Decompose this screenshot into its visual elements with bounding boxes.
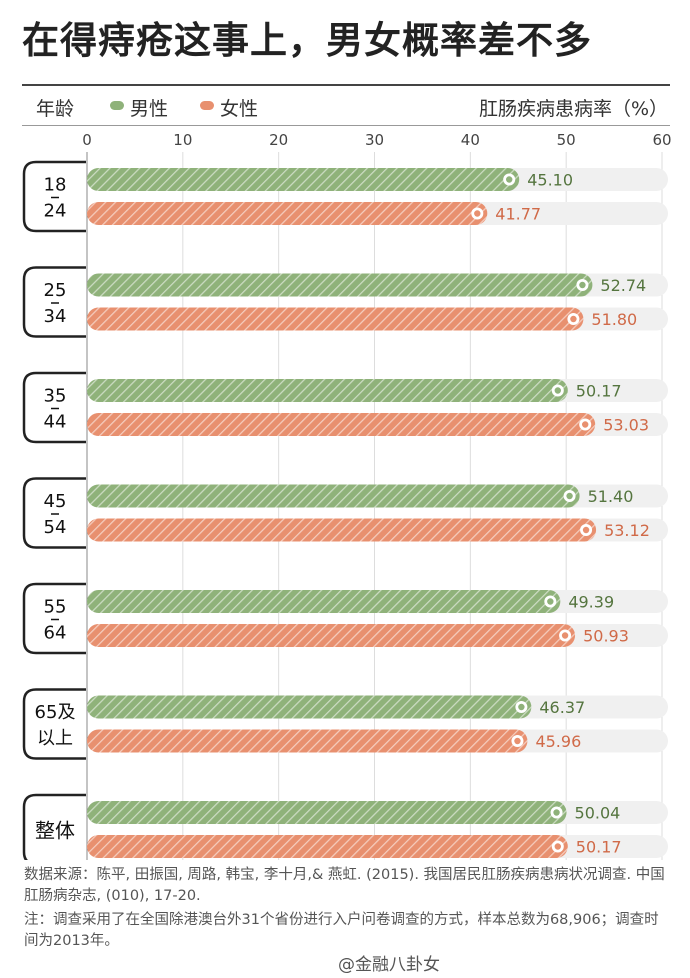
female-bar	[87, 624, 576, 647]
age-group-bracket	[22, 477, 86, 549]
age-group-bracket	[22, 371, 86, 444]
legend-female-swatch	[200, 101, 214, 110]
male-bar	[87, 801, 567, 824]
male-bar-end-dot-core	[579, 281, 586, 289]
female-bar-end-dot-core	[514, 737, 521, 745]
age-group-bracket	[22, 582, 86, 655]
x-tick-label: 0	[82, 131, 92, 149]
female-value-label: 51.80	[591, 310, 637, 329]
male-value-label: 52.74	[600, 276, 646, 295]
male-value-label: 45.10	[527, 171, 573, 190]
age-group-label: 24	[44, 201, 67, 222]
female-bar	[87, 518, 597, 542]
female-value-label: 50.93	[583, 627, 629, 646]
female-bar-end-dot-core	[582, 526, 590, 534]
female-value-label: 41.77	[495, 205, 541, 224]
male-value-label: 51.40	[588, 487, 634, 506]
female-value-label: 50.17	[576, 838, 622, 857]
female-bar	[87, 835, 568, 858]
age-group-label: 整体	[35, 819, 75, 843]
female-bar-end-dot-core	[582, 421, 589, 428]
age-group-label: 64	[44, 623, 67, 644]
legend-male-swatch	[110, 101, 124, 110]
age-group-bracket	[22, 160, 86, 233]
male-value-label: 50.04	[575, 804, 621, 823]
male-bar	[87, 273, 593, 297]
age-group-label: 65及	[35, 702, 76, 723]
male-bar-end-dot-core	[566, 492, 573, 500]
chart-title: 在得痔疮这事上，男女概率差不多	[22, 19, 592, 62]
male-bar-end-dot-core	[553, 809, 560, 816]
male-bar	[87, 695, 532, 719]
male-value-label: 46.37	[539, 698, 585, 717]
x-tick-label: 50	[557, 131, 576, 149]
female-bar	[87, 307, 584, 331]
x-tick-label: 10	[173, 131, 192, 149]
age-group-bracket	[22, 793, 86, 860]
female-value-label: 45.96	[535, 732, 581, 751]
female-bar-end-dot-core	[570, 315, 577, 323]
female-bar	[87, 413, 596, 436]
male-value-label: 50.17	[576, 382, 622, 401]
female-value-label: 53.03	[603, 416, 649, 435]
male-value-label: 49.39	[568, 593, 614, 612]
male-bar	[87, 484, 580, 508]
age-group-label: 54	[44, 517, 67, 538]
data-source-note: 数据来源：陈平, 田振国, 周路, 韩宝, 李十月,& 燕虹. (2015). …	[24, 867, 665, 904]
legend-male-label: 男性	[130, 98, 169, 120]
x-tick-label: 20	[269, 131, 288, 149]
x-tick-label: 60	[652, 131, 671, 149]
x-tick-label: 30	[365, 131, 384, 149]
header-top-rule	[22, 84, 670, 86]
female-bar	[87, 202, 488, 225]
age-group-bracket	[22, 688, 86, 760]
male-bar	[87, 590, 561, 613]
age-group-label: 55	[44, 597, 67, 618]
age-group-bracket	[22, 266, 86, 338]
male-bar-end-dot-core	[554, 387, 561, 394]
value-axis-label: 肛肠疾病患病率（%）	[478, 98, 668, 120]
age-group-label: 34	[44, 306, 67, 327]
watermark: @金融八卦女	[338, 955, 440, 975]
female-bar-end-dot-core	[474, 210, 481, 217]
survey-note: 注：调查采用了在全国除港澳台外31个省份进行入户问卷调查的方式，样本总数为68,…	[24, 912, 659, 949]
age-axis-label: 年龄	[36, 98, 75, 120]
age-group-label: 25	[44, 280, 67, 301]
age-group-label: 45	[44, 491, 67, 512]
male-bar-end-dot-core	[518, 703, 525, 711]
female-bar	[87, 729, 528, 753]
male-bar-end-dot-core	[547, 598, 554, 605]
female-value-label: 53.12	[604, 521, 650, 540]
male-bar-end-dot-core	[506, 176, 513, 183]
age-group-label: 以上	[37, 728, 73, 749]
age-group-label: 44	[44, 412, 67, 433]
header-bottom-rule	[22, 125, 670, 126]
age-group-label: 35	[44, 386, 67, 407]
x-tick-label: 40	[461, 131, 480, 149]
age-group-label: 18	[44, 175, 67, 196]
female-bar-end-dot-core	[554, 843, 561, 850]
legend-female-label: 女性	[220, 98, 259, 120]
bar-chart: 0 10 20 30 40 50 60 18 24 45.10 41.77 25 34 52.74 51.8…	[22, 131, 672, 860]
female-bar-end-dot-core	[561, 632, 569, 639]
male-bar	[87, 379, 568, 402]
male-bar	[87, 168, 520, 191]
